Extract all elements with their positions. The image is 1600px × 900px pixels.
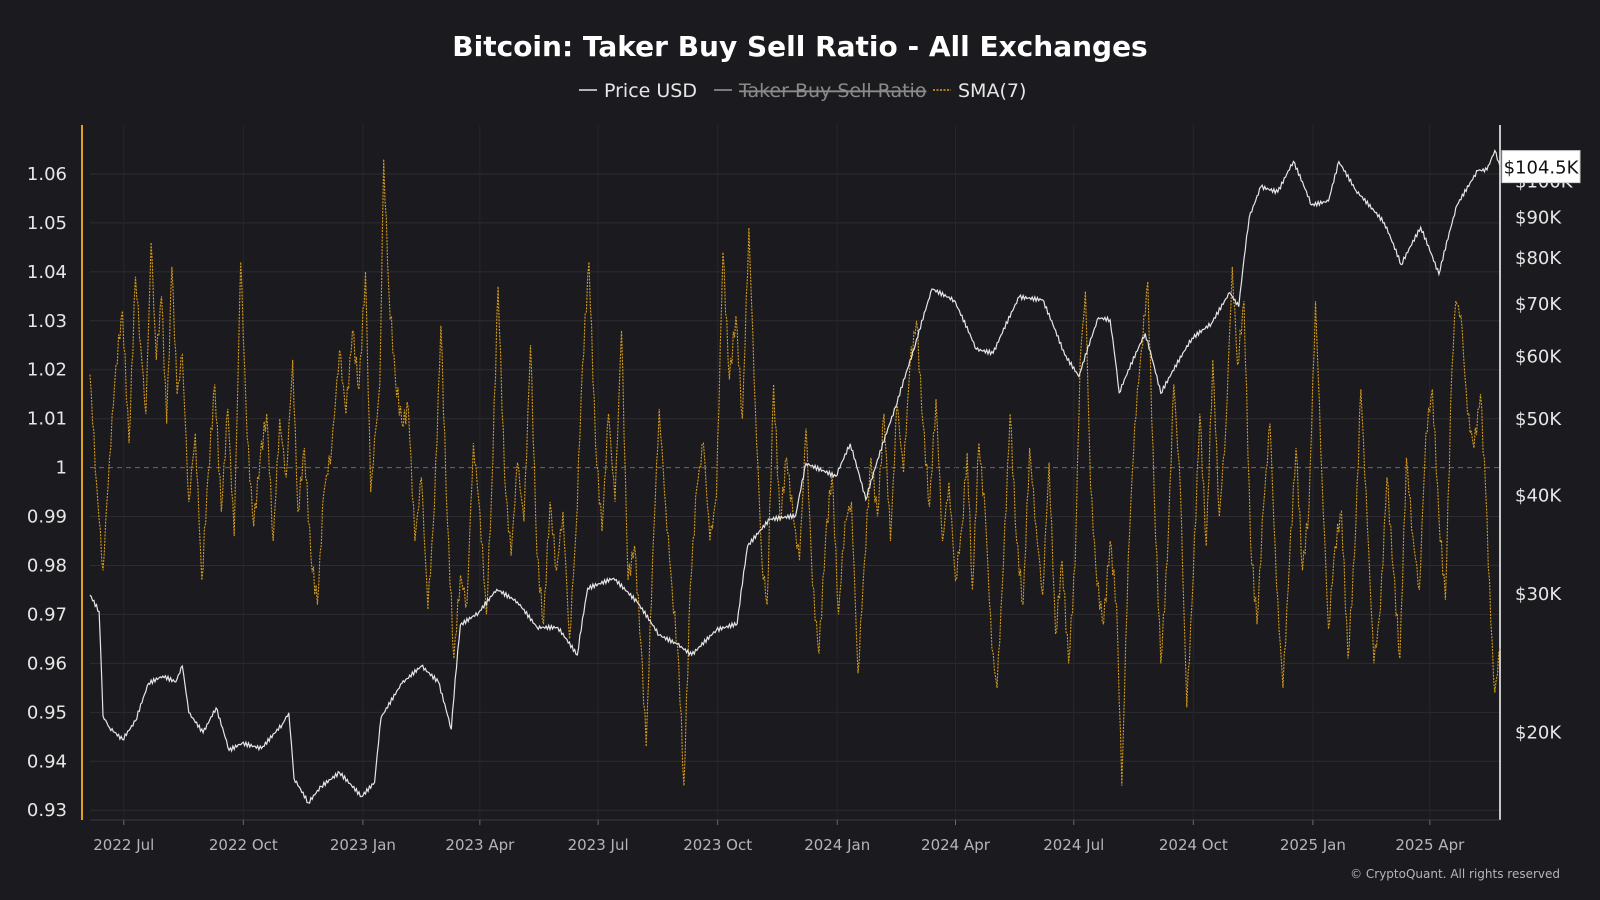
left-tick-label: 1.06 (27, 164, 67, 185)
right-tick-label: $80K (1515, 248, 1562, 269)
left-tick-label: 0.98 (27, 555, 67, 576)
x-tick-label: 2024 Jan (804, 836, 870, 854)
left-tick-label: 0.99 (27, 507, 67, 528)
legend-item-price[interactable]: Price USD (604, 80, 697, 102)
x-tick-label: 2023 Jan (330, 836, 396, 854)
right-axis: $100K$90K$80K$70K$60K$50K$40K$30K$20K (1499, 125, 1574, 820)
x-tick-label: 2025 Jan (1280, 836, 1346, 854)
series-line-sma7 (89, 159, 1501, 786)
series-line-price (89, 149, 1501, 804)
x-axis: 2022 Jul 2022 Oct 2023 Jan 2023 Apr 2023 Jul… (90, 819, 1500, 854)
legend: Price USD Taker Buy Sell Ratio SMA(7) (579, 80, 1026, 102)
x-tick-label: 2023 Apr (445, 836, 515, 854)
current-price-flag-box (1501, 150, 1581, 184)
right-tick-label: $50K (1515, 409, 1562, 430)
left-tick-label: 1.02 (27, 360, 67, 381)
left-tick-label: 1.04 (27, 262, 67, 283)
legend-item-sma7[interactable]: SMA(7) (958, 80, 1026, 102)
right-tick-label: $70K (1515, 294, 1562, 315)
left-tick-label: 0.96 (27, 653, 67, 674)
left-tick-label: 1.01 (27, 409, 67, 430)
x-tick-label: 2024 Apr (921, 836, 991, 854)
left-tick-label: 0.95 (27, 702, 67, 723)
copyright-credit: © CryptoQuant. All rights reserved (1350, 867, 1560, 881)
x-tick-label: 2022 Jul (93, 836, 154, 854)
x-tick-label: 2023 Oct (683, 836, 752, 854)
left-axis: 1.06 1.05 1.04 1.03 1.02 1.01 1 0.99 0.98 0.97 0.9… (27, 125, 83, 821)
x-tick-label: 2024 Oct (1159, 836, 1228, 854)
right-tick-label: $60K (1515, 347, 1562, 368)
left-tick-label: 1 (56, 458, 67, 479)
right-tick-label: $90K (1515, 208, 1562, 229)
left-tick-label: 0.97 (27, 604, 67, 625)
left-tick-label: 0.93 (27, 800, 67, 821)
series-layer (89, 149, 1501, 804)
left-tick-label: 0.94 (27, 751, 67, 772)
left-tick-label: 1.03 (27, 311, 67, 332)
x-tick-label: 2023 Jul (568, 836, 629, 854)
current-price-flag: $104.5K (1501, 150, 1581, 184)
grid-lines (90, 125, 1500, 820)
right-tick-label: $30K (1515, 584, 1562, 605)
x-tick-label: 2025 Apr (1395, 836, 1465, 854)
right-tick-label: $20K (1515, 723, 1562, 744)
legend-item-taker-ratio[interactable]: Taker Buy Sell Ratio (738, 80, 926, 102)
x-tick-label: 2024 Jul (1043, 836, 1104, 854)
x-tick-label: 2022 Oct (209, 836, 278, 854)
left-tick-label: 1.05 (27, 213, 67, 234)
right-tick-label: $40K (1515, 485, 1562, 506)
chart-title: Bitcoin: Taker Buy Sell Ratio - All Exch… (452, 30, 1147, 63)
current-price-flag-label: $104.5K (1504, 158, 1580, 179)
